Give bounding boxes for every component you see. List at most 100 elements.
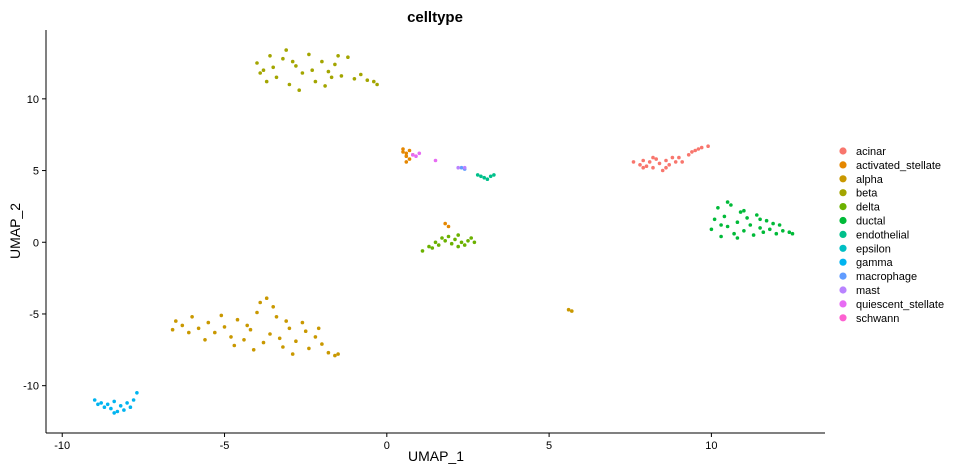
point-beta-18: [372, 79, 376, 84]
point-delta-7: [449, 241, 454, 246]
legend-key-macrophage: [839, 272, 847, 280]
point-beta-3: [274, 75, 279, 80]
point-beta-6: [294, 64, 298, 68]
point-activated-stellate-8: [443, 221, 448, 226]
point-delta-2: [433, 240, 438, 245]
legend-key-mast: [839, 286, 847, 294]
point-alpha-36: [170, 327, 175, 332]
point-gamma-5: [115, 409, 120, 414]
legend-key-gamma: [839, 258, 847, 266]
legend-label-delta: delta: [856, 202, 881, 214]
point-delta-4: [440, 236, 444, 240]
point-acinar-11: [670, 155, 675, 160]
point-gamma-2: [105, 402, 110, 407]
point-activated-stellate-0: [401, 150, 405, 154]
point-beta-23: [271, 65, 276, 70]
point-endothelial-1: [482, 175, 487, 180]
point-alpha-19: [307, 346, 311, 351]
point-beta-13: [339, 74, 344, 78]
y-tick-label: 10: [27, 94, 39, 106]
point-acinar-13: [677, 155, 681, 160]
point-acinar-12: [673, 160, 678, 164]
point-acinar-14: [680, 160, 684, 164]
point-activated-stellate-6: [407, 148, 412, 153]
point-gamma-10: [131, 398, 136, 402]
point-gamma-6: [118, 404, 123, 408]
point-ductal-29: [735, 236, 740, 240]
point-acinar-3: [644, 164, 649, 168]
point-macrophage-0: [459, 165, 464, 170]
point-ductal-13: [751, 233, 756, 237]
point-endothelial-5: [475, 173, 480, 177]
point-delta-11: [462, 243, 467, 247]
point-alpha-25: [258, 300, 263, 305]
point-ductal-0: [709, 227, 714, 232]
point-beta-1: [261, 68, 266, 72]
point-ductal-6: [729, 203, 733, 207]
point-alpha-37: [277, 336, 282, 341]
point-alpha-32: [303, 329, 308, 334]
point-ductal-21: [777, 223, 782, 227]
point-alpha-6: [222, 325, 227, 329]
legend-label-acinar: acinar: [856, 146, 886, 158]
point-endothelial-2: [485, 177, 490, 181]
point-quiescent-stellate-3: [433, 158, 438, 163]
point-activated-stellate-9: [446, 224, 451, 229]
point-gamma-7: [122, 408, 126, 412]
legend-key-epsilon: [839, 244, 847, 252]
point-alpha-14: [274, 315, 279, 319]
legend-label-beta: beta: [856, 188, 878, 200]
point-alpha-30: [245, 323, 249, 328]
x-tick-label: 0: [384, 440, 390, 452]
point-alpha-29: [187, 330, 191, 335]
point-beta-8: [307, 52, 311, 57]
point-acinar-4: [647, 160, 652, 164]
point-quiescent-stellate-2: [417, 151, 422, 156]
chart-title: celltype: [407, 9, 463, 26]
x-tick-label: 10: [705, 440, 717, 452]
point-ductal-4: [722, 214, 727, 219]
point-alpha-33: [290, 352, 295, 356]
legend-label-gamma: gamma: [856, 257, 894, 269]
y-ticks: -10 -5 0 5 10: [23, 94, 46, 393]
legend-key-quiescent-stellate: [839, 300, 847, 308]
point-delta-1: [427, 244, 431, 249]
point-alpha-17: [294, 339, 298, 344]
point-ductal-17: [764, 218, 769, 223]
point-gamma-9: [128, 405, 133, 410]
point-delta-3: [436, 243, 441, 247]
x-ticks: -10 -5 0 5 10: [54, 433, 718, 452]
point-gamma-0: [92, 398, 97, 402]
point-beta-19: [375, 82, 379, 87]
point-beta-12: [333, 62, 337, 67]
point-delta-6: [446, 234, 451, 239]
point-alpha-5: [213, 330, 217, 335]
point-alpha-35: [219, 313, 224, 318]
point-acinar-22: [690, 150, 694, 154]
point-acinar-2: [641, 158, 645, 163]
point-acinar-19: [693, 148, 697, 153]
legend-key-schwann: [839, 314, 847, 322]
points-layer: [92, 48, 795, 415]
point-acinar-17: [664, 165, 668, 170]
point-beta-20: [264, 79, 269, 84]
point-alpha-40: [566, 307, 571, 312]
point-alpha-23: [333, 353, 337, 358]
point-acinar-23: [696, 147, 701, 151]
legend-label-schwann: schwann: [856, 313, 899, 325]
point-gamma-3: [109, 406, 113, 411]
point-alpha-0: [174, 319, 178, 323]
point-endothelial-0: [479, 174, 483, 179]
point-ductal-24: [790, 231, 795, 236]
point-delta-15: [430, 246, 435, 250]
point-acinar-7: [657, 161, 662, 166]
point-delta-13: [469, 236, 474, 240]
point-beta-25: [323, 84, 327, 88]
point-beta-9: [313, 79, 318, 84]
point-delta-14: [472, 240, 477, 245]
point-alpha-9: [242, 338, 246, 342]
point-beta-7: [300, 71, 305, 75]
point-ductal-7: [732, 231, 736, 236]
x-tick-label: -10: [54, 440, 70, 452]
